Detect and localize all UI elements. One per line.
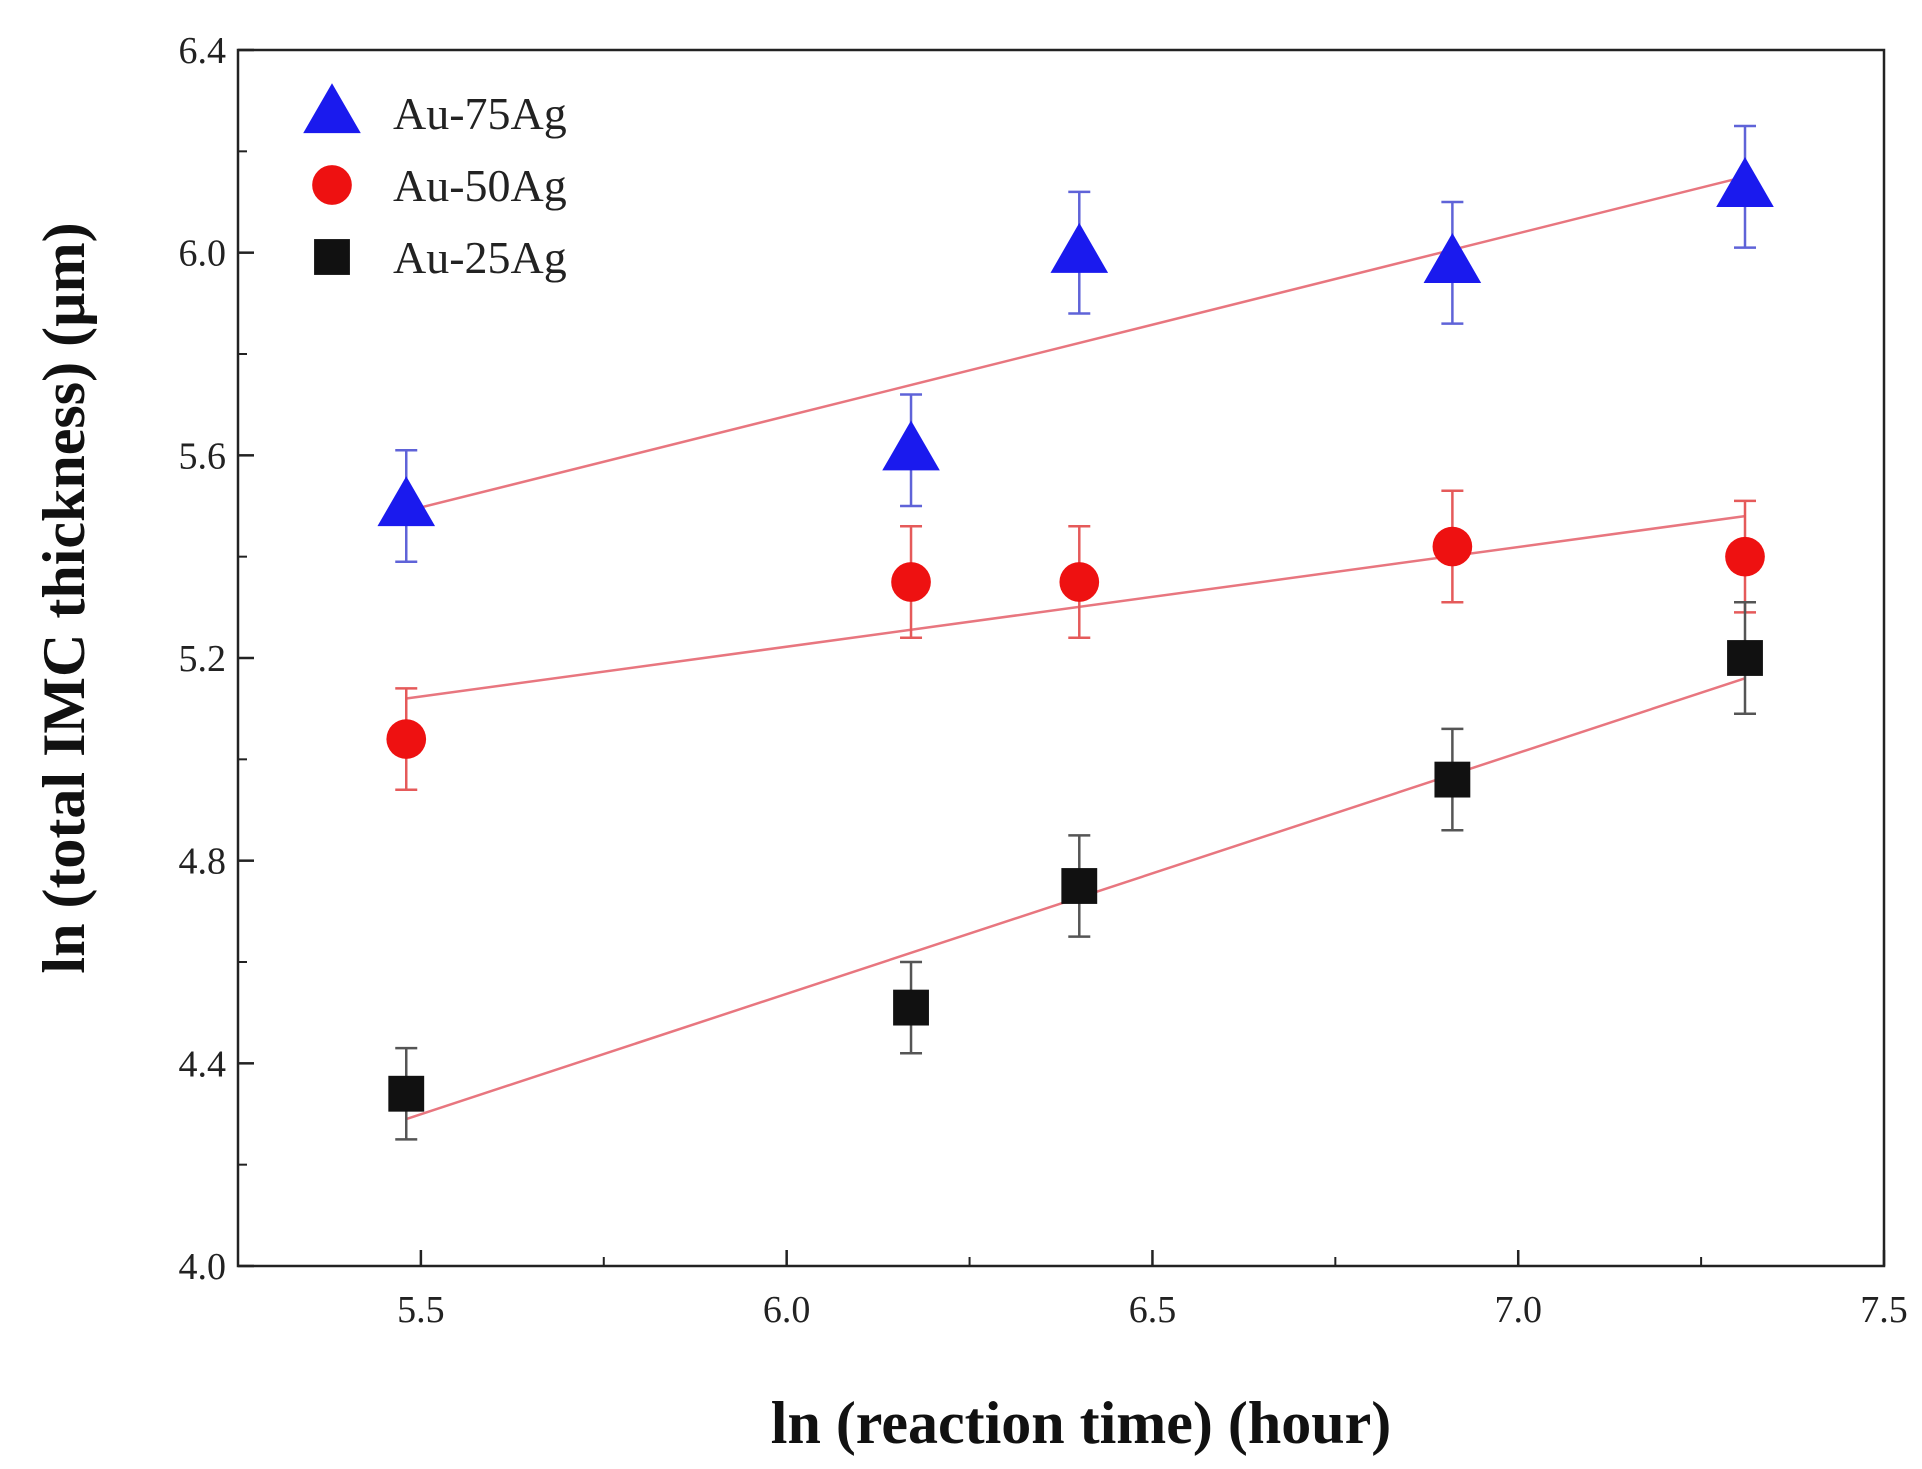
x-tick-label: 7.0 — [1494, 1289, 1542, 1331]
y-tick-label: 6.0 — [179, 233, 227, 275]
y-tick-label: 6.4 — [179, 30, 227, 72]
data-point — [1716, 157, 1774, 207]
legend-marker — [303, 83, 361, 134]
y-axis-title: ln (total IMC thickness) (µm) — [31, 222, 97, 973]
legend: Au-75Ag Au-50Ag Au-25Ag — [303, 83, 567, 283]
data-point — [1727, 640, 1763, 676]
y-tick-label: 5.6 — [179, 435, 227, 477]
data-point — [377, 476, 436, 527]
x-tick-label: 6.0 — [763, 1289, 811, 1331]
fit-line — [406, 514, 1746, 700]
x-axis-title: ln (reaction time) (hour) — [771, 1390, 1391, 1456]
data-point — [1061, 868, 1098, 904]
data-point — [388, 1075, 425, 1112]
y-tick-label: 4.8 — [179, 841, 227, 883]
legend-label: Au-25Ag — [393, 232, 567, 283]
data-point — [1050, 222, 1109, 273]
y-axis-ticks: 4.0 4.4 4.8 5.2 5.6 6.0 6.4 — [179, 30, 254, 1288]
data-point — [891, 562, 931, 602]
data-point — [1423, 233, 1482, 283]
y-tick-label: 4.4 — [179, 1043, 227, 1085]
x-tick-label: 6.5 — [1129, 1289, 1177, 1331]
x-axis-ticks: 5.5 6.0 6.5 7.0 7.5 — [397, 1250, 1908, 1331]
data-point — [1725, 536, 1765, 577]
data-point — [1432, 526, 1473, 567]
legend-label: Au-50Ag — [393, 160, 567, 211]
data-point — [882, 420, 940, 471]
y-tick-label: 4.0 — [179, 1246, 227, 1288]
legend-label: Au-75Ag — [393, 88, 567, 139]
data-markers — [377, 157, 1774, 1112]
legend-marker — [314, 239, 350, 275]
data-point — [386, 719, 427, 759]
y-tick-label: 5.2 — [179, 638, 227, 680]
legend-marker — [312, 165, 352, 205]
data-point — [1434, 761, 1471, 798]
fit-line — [405, 175, 1746, 513]
x-tick-label: 5.5 — [397, 1289, 445, 1331]
x-tick-label: 7.5 — [1860, 1289, 1908, 1331]
data-point — [893, 989, 929, 1026]
data-point — [1059, 562, 1100, 602]
